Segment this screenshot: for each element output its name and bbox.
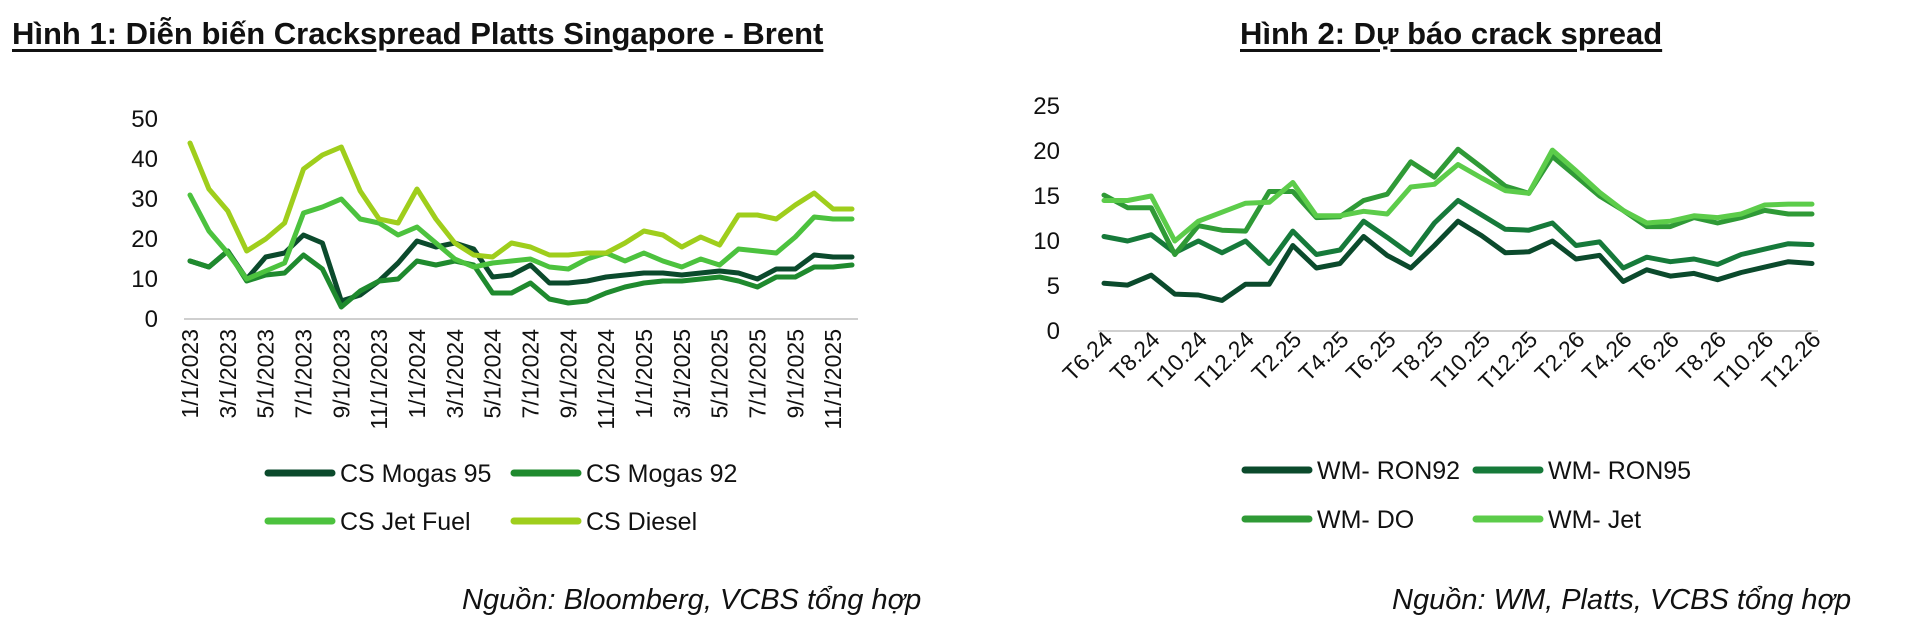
x-tick-label: 3/1/2023 [215,329,241,419]
x-tick-label: 1/1/2023 [177,329,203,419]
series-line-1 [1101,218,1815,303]
x-tick-label: T2.25 [1246,326,1306,386]
x-tick-label: 5/1/2023 [253,329,279,419]
legend-label-2: WM- RON95 [1548,457,1691,485]
x-tick-label: 9/1/2023 [328,329,354,419]
legend-label-1: CS Mogas 95 [340,460,491,488]
x-tick-label: 11/1/2024 [593,329,619,430]
y-tick-label: 5 [1047,273,1060,300]
y-tick-label: 30 [131,186,158,213]
y-tick-label: 10 [1033,228,1060,255]
x-tick-label: 3/1/2025 [669,329,695,419]
series-line-2 [1101,198,1815,271]
x-tick-label: 1/1/2024 [404,329,430,419]
y-tick-label: 0 [1047,318,1060,345]
x-tick-label: T4.26 [1577,326,1637,386]
figure-1-source: Nguồn: Bloomberg, VCBS tổng hợp [462,584,922,616]
y-tick-label: 50 [131,106,158,133]
legend-label-3: CS Jet Fuel [340,508,471,536]
y-tick-label: 10 [131,266,158,293]
x-tick-label: 7/1/2025 [744,329,770,419]
y-tick-label: 0 [145,306,158,333]
x-tick-label: 9/1/2025 [782,329,808,419]
figure-2-title: Hình 2: Dự báo crack spread [1240,16,1663,51]
x-tick-label: T6.25 [1341,326,1401,386]
legend-label-4: WM- Jet [1548,506,1641,534]
chart-1-crackspread-history: 0 10 20 30 40 50 1/1/2023 3/1/2023 5/1/2023 7/1/2… [131,106,858,536]
series-line-2 [187,248,855,310]
legend-label-4: CS Diesel [586,508,697,536]
figure-1-panel: Hình 1: Diễn biến Crackspread Platts Sin… [12,16,922,616]
figure-1-title: Hình 1: Diễn biến Crackspread Platts Sin… [12,16,824,51]
y-tick-label: 40 [131,146,158,173]
chart-2-crackspread-forecast: 0510152025T6.24T8.24T10.24T12.24T2.25T4.… [1033,93,1825,534]
y-tick-label: 20 [131,226,158,253]
figure-2-source: Nguồn: WM, Platts, VCBS tổng hợp [1392,584,1852,616]
series-line-4 [1101,147,1815,244]
x-tick-label: 5/1/2025 [707,329,733,419]
x-tick-label: 9/1/2024 [555,329,581,419]
series-line-4 [187,140,855,260]
y-tick-label: 20 [1033,138,1060,165]
x-tick-label: 5/1/2024 [480,329,506,419]
y-tick-label: 25 [1033,93,1060,120]
series-line-1 [187,232,855,304]
y-tick-label: 15 [1033,183,1060,210]
series-line-3 [187,192,855,282]
x-tick-label: 7/1/2023 [290,329,316,419]
x-tick-label: T2.26 [1530,326,1590,386]
x-tick-label: 11/1/2023 [366,329,392,430]
x-tick-label: 7/1/2024 [517,329,543,419]
x-tick-label: T6.26 [1624,326,1684,386]
figure-2-panel: Hình 2: Dự báo crack spread 0 5 10 15 20 25 T6… [1000,0,1920,636]
legend-label-2: CS Mogas 92 [586,460,737,488]
x-tick-label: T6.24 [1058,326,1118,386]
x-tick-label: 1/1/2025 [631,329,657,419]
legend-label-3: WM- DO [1317,506,1414,534]
x-tick-label: 11/1/2025 [820,329,846,430]
legend-label-1: WM- RON92 [1317,457,1460,485]
x-tick-label: 3/1/2024 [442,329,468,419]
x-tick-label: T4.25 [1294,326,1354,386]
